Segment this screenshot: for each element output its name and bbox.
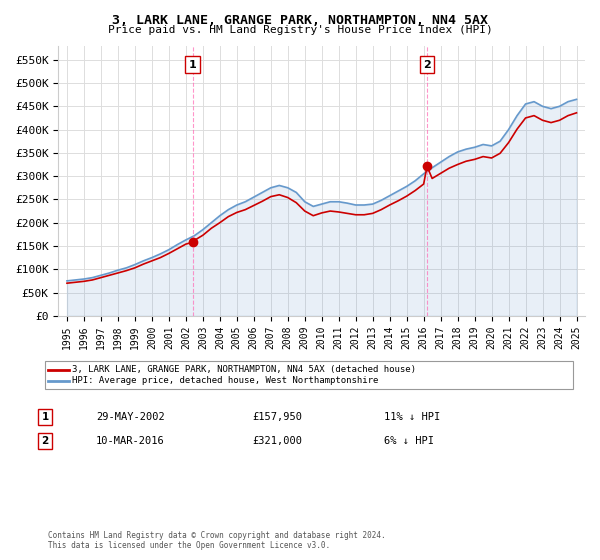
- Text: 2: 2: [423, 60, 431, 69]
- Text: HPI: Average price, detached house, West Northamptonshire: HPI: Average price, detached house, West…: [72, 376, 379, 385]
- Text: £157,950: £157,950: [252, 412, 302, 422]
- Text: 3, LARK LANE, GRANGE PARK, NORTHAMPTON, NN4 5AX: 3, LARK LANE, GRANGE PARK, NORTHAMPTON, …: [112, 14, 488, 27]
- Text: 1: 1: [189, 60, 197, 69]
- Text: 6% ↓ HPI: 6% ↓ HPI: [384, 436, 434, 446]
- Text: 1: 1: [41, 412, 49, 422]
- Text: HPI: Average price, detached house, West Northamptonshire: HPI: Average price, detached house, West…: [72, 376, 379, 385]
- Text: Price paid vs. HM Land Registry's House Price Index (HPI): Price paid vs. HM Land Registry's House …: [107, 25, 493, 35]
- Text: 29-MAY-2002: 29-MAY-2002: [96, 412, 165, 422]
- Text: 3, LARK LANE, GRANGE PARK, NORTHAMPTON, NN4 5AX (detached house): 3, LARK LANE, GRANGE PARK, NORTHAMPTON, …: [72, 365, 416, 374]
- Text: 3, LARK LANE, GRANGE PARK, NORTHAMPTON, NN4 5AX (detached house): 3, LARK LANE, GRANGE PARK, NORTHAMPTON, …: [72, 365, 416, 374]
- Text: Contains HM Land Registry data © Crown copyright and database right 2024.
This d: Contains HM Land Registry data © Crown c…: [48, 531, 386, 550]
- Text: 10-MAR-2016: 10-MAR-2016: [96, 436, 165, 446]
- Text: 11% ↓ HPI: 11% ↓ HPI: [384, 412, 440, 422]
- Text: £321,000: £321,000: [252, 436, 302, 446]
- Text: 2: 2: [41, 436, 49, 446]
